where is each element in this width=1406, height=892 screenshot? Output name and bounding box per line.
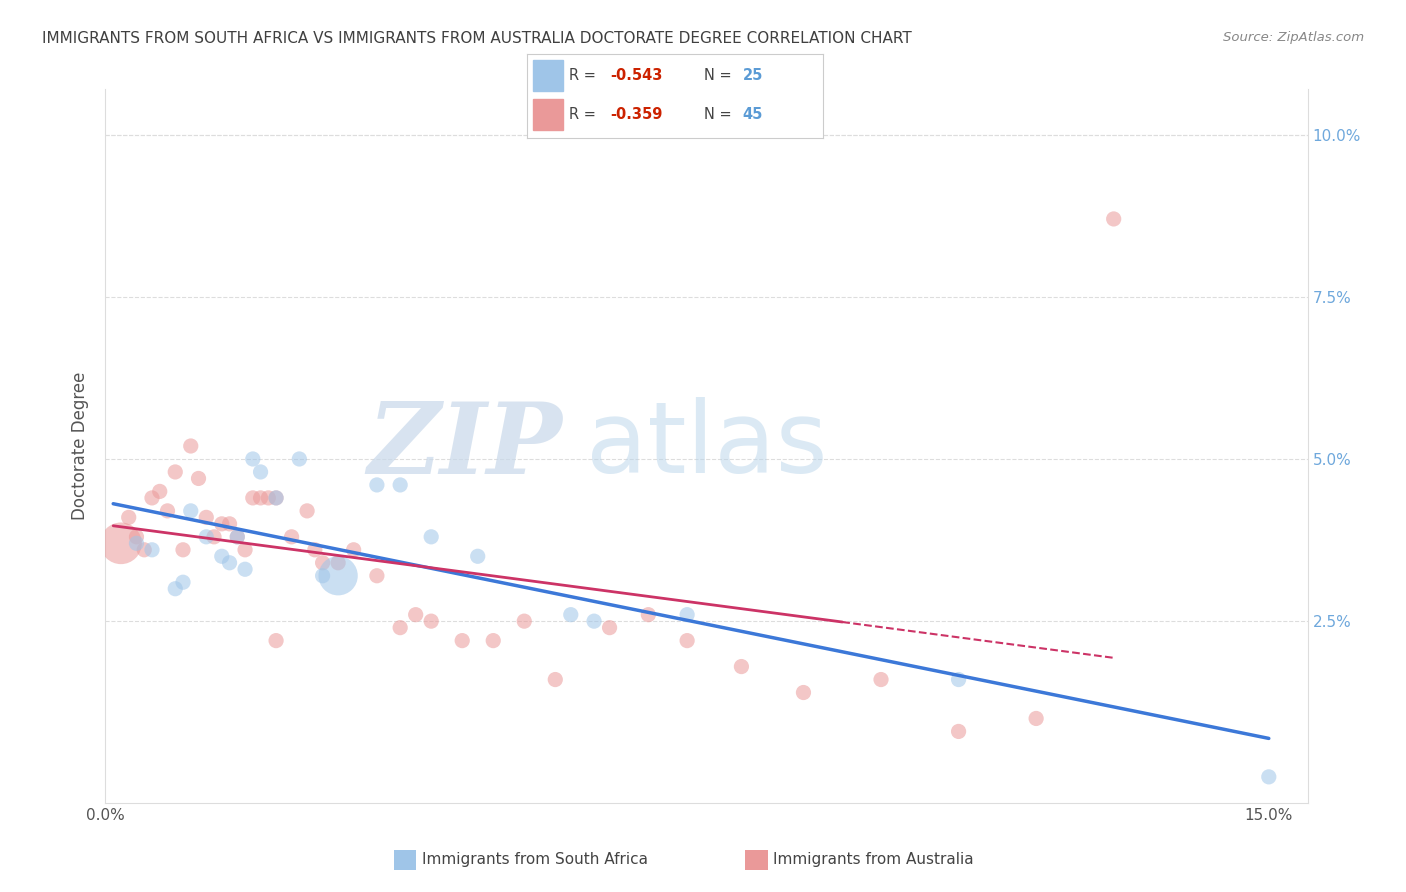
- Point: [242, 452, 264, 467]
- Point: [141, 491, 163, 505]
- Point: [366, 568, 388, 582]
- Point: [195, 510, 218, 524]
- Bar: [533, 99, 562, 130]
- Point: [233, 542, 256, 557]
- Point: [870, 673, 893, 687]
- Text: -0.543: -0.543: [610, 68, 662, 83]
- Point: [125, 536, 148, 550]
- Text: Immigrants from Australia: Immigrants from Australia: [773, 853, 974, 867]
- Point: [676, 633, 699, 648]
- Text: Immigrants from South Africa: Immigrants from South Africa: [422, 853, 648, 867]
- Point: [211, 516, 233, 531]
- Point: [948, 724, 970, 739]
- Point: [180, 504, 202, 518]
- Point: [125, 530, 148, 544]
- Point: [560, 607, 582, 622]
- Point: [218, 556, 240, 570]
- Point: [249, 491, 271, 505]
- Point: [165, 582, 187, 596]
- Point: [544, 673, 567, 687]
- Point: [451, 633, 474, 648]
- Point: [792, 685, 814, 699]
- Point: [1257, 770, 1279, 784]
- Text: atlas: atlas: [586, 398, 828, 494]
- Point: [420, 614, 443, 628]
- Point: [304, 542, 326, 557]
- Text: -0.359: -0.359: [610, 107, 662, 122]
- Point: [180, 439, 202, 453]
- Text: IMMIGRANTS FROM SOUTH AFRICA VS IMMIGRANTS FROM AUSTRALIA DOCTORATE DEGREE CORRE: IMMIGRANTS FROM SOUTH AFRICA VS IMMIGRAN…: [42, 31, 912, 46]
- Text: R =: R =: [568, 68, 600, 83]
- Point: [366, 478, 388, 492]
- Point: [172, 542, 194, 557]
- Point: [637, 607, 659, 622]
- Point: [264, 633, 287, 648]
- Text: 45: 45: [742, 107, 763, 122]
- Point: [218, 516, 240, 531]
- Point: [165, 465, 187, 479]
- Point: [420, 530, 443, 544]
- Point: [1025, 711, 1047, 725]
- Text: 25: 25: [742, 68, 763, 83]
- Point: [187, 471, 209, 485]
- Point: [264, 491, 287, 505]
- Point: [233, 562, 256, 576]
- Point: [405, 607, 427, 622]
- Point: [513, 614, 536, 628]
- Point: [141, 542, 163, 557]
- Point: [288, 452, 311, 467]
- Text: R =: R =: [568, 107, 600, 122]
- Point: [311, 568, 333, 582]
- Point: [195, 530, 218, 544]
- Bar: [533, 61, 562, 91]
- Point: [280, 530, 302, 544]
- Point: [149, 484, 172, 499]
- Point: [172, 575, 194, 590]
- Point: [226, 530, 249, 544]
- Point: [311, 556, 333, 570]
- Point: [389, 621, 412, 635]
- Point: [226, 530, 249, 544]
- Point: [948, 673, 970, 687]
- Point: [389, 478, 412, 492]
- Point: [134, 542, 156, 557]
- Point: [257, 491, 280, 505]
- Text: N =: N =: [704, 68, 737, 83]
- Point: [242, 491, 264, 505]
- Point: [467, 549, 489, 564]
- Point: [202, 530, 225, 544]
- Y-axis label: Doctorate Degree: Doctorate Degree: [72, 372, 90, 520]
- Point: [583, 614, 606, 628]
- Text: ZIP: ZIP: [367, 398, 562, 494]
- Point: [326, 556, 349, 570]
- Point: [156, 504, 179, 518]
- Point: [295, 504, 318, 518]
- Point: [730, 659, 752, 673]
- Point: [343, 542, 366, 557]
- Point: [211, 549, 233, 564]
- Point: [1102, 211, 1125, 226]
- Text: N =: N =: [704, 107, 737, 122]
- Point: [482, 633, 505, 648]
- Point: [118, 510, 141, 524]
- Point: [676, 607, 699, 622]
- Point: [599, 621, 621, 635]
- Point: [326, 568, 349, 582]
- Point: [249, 465, 271, 479]
- Point: [264, 491, 287, 505]
- Text: Source: ZipAtlas.com: Source: ZipAtlas.com: [1223, 31, 1364, 45]
- Point: [110, 536, 132, 550]
